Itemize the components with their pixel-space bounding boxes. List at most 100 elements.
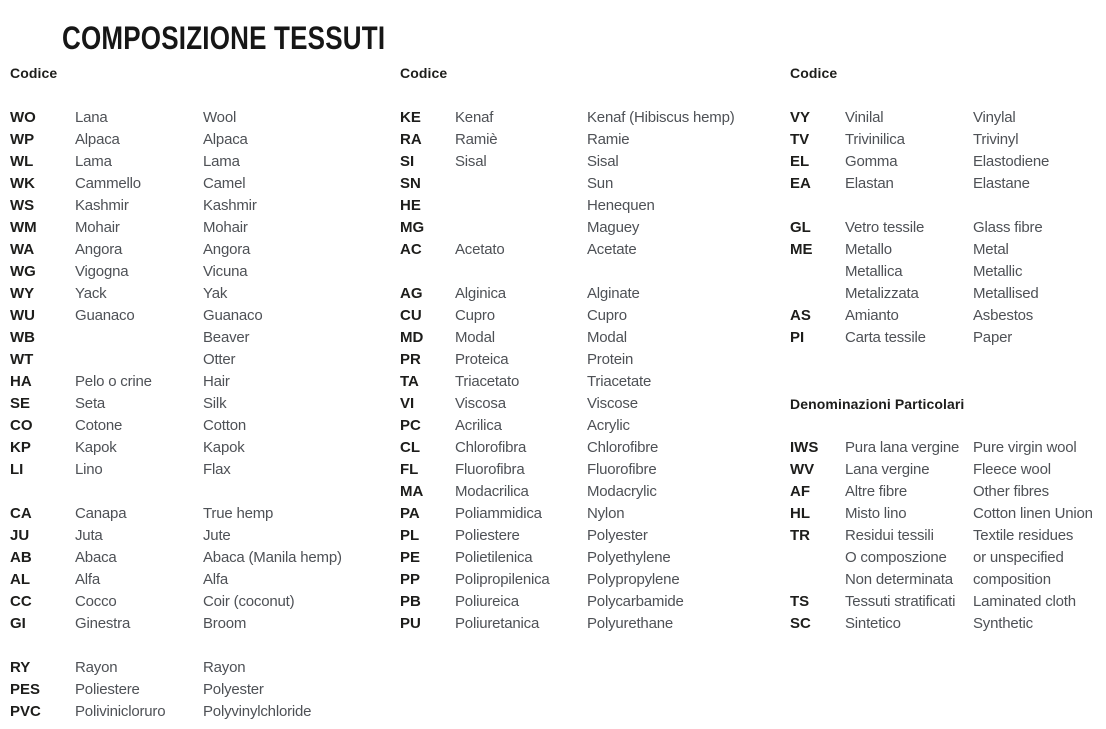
fabric-name-english: Polyester [203,681,264,698]
fabric-code-row: LI Lino Flax [10,459,392,481]
fabric-code: SC [790,615,811,632]
fabric-code: CO [10,417,33,434]
fabric-code: KP [10,439,31,456]
fabric-code: VY [790,109,811,126]
fabric-name-english: Acrylic [587,417,630,434]
fabric-name-english: True hemp [203,505,274,522]
fabric-code: HA [10,373,32,390]
fabric-name-english: Chlorofibre [587,439,659,456]
fabric-name-english: Trivinyl [973,131,1019,148]
fabric-code-row: GL Vetro tessile Glass fibre [790,217,1104,239]
fabric-name-english: Angora [203,241,251,258]
fabric-name-italian [455,217,587,239]
fabric-name-italian: Poliestere [75,681,140,698]
fabric-code-row: PL Poliestere Polyester [400,525,782,547]
fabric-code-row: WU Guanaco Guanaco [10,305,392,327]
fabric-code-row: EL Gomma Elastodiene [790,151,1104,173]
fabric-name-italian: Non determinata [845,571,953,588]
fabric-name-italian: Lama [75,153,112,170]
fabric-name-english: Pure virgin wool [973,439,1077,456]
fabric-name-english: Vicuna [203,263,248,280]
fabric-code: PR [400,351,421,368]
fabric-code-row: PU Poliuretanica Polyurethane [400,613,782,635]
fabric-name-italian: Sisal [455,153,487,170]
code-column-1: Codice WO Lana Wool WP Alpaca Alpaca WL Lama Lama… [10,66,392,723]
fabric-name-english: Yak [203,285,228,302]
fabric-code-row: AS Amianto Asbestos [790,305,1104,327]
fabric-name-english: Jute [203,527,231,544]
fabric-code: SI [400,153,415,170]
fabric-code: WY [10,285,35,302]
fabric-code: PI [790,329,805,346]
fabric-name-english: Mohair [203,219,248,236]
fabric-name-english: Asbestos [973,307,1034,324]
fabric-code: AC [400,241,422,258]
fabric-code: WA [10,241,35,258]
column-header-codice: Codice [790,65,838,81]
fabric-name-italian: Guanaco [75,307,135,324]
fabric-code-row: CC Cocco Coir (coconut) [10,591,392,613]
fabric-name-italian: Elastan [845,175,894,192]
fabric-name-italian: Modacrilica [455,483,529,500]
fabric-code: MD [400,329,424,346]
fabric-name-english: Alpaca [203,131,248,148]
fabric-code-row: MG Maguey [400,217,782,239]
fabric-name-italian: Angora [75,241,123,258]
row-spacer [400,261,782,283]
fabric-code-row: PE Polietilenica Polyethylene [400,547,782,569]
fabric-name-italian: Lana [75,109,108,126]
fabric-code: WV [790,461,815,478]
fabric-code: PU [400,615,421,632]
fabric-name-italian: Pelo o crine [75,373,152,390]
fabric-name-italian: Residui tessili [845,527,934,544]
fabric-code-row: WV Lana vergine Fleece wool [790,459,1104,481]
fabric-code: PES [10,681,41,698]
fabric-code: FL [400,461,419,478]
fabric-code: AG [400,285,423,302]
fabric-code-row: WB Beaver [10,327,392,349]
fabric-name-english: Sun [587,175,614,192]
fabric-code: PA [400,505,420,522]
fabric-name-english: Cotton [203,417,246,434]
fabric-code-row: SN Sun [400,173,782,195]
fabric-code: WU [10,307,35,324]
fabric-name-english: Paper [973,329,1013,346]
fabric-code: PP [400,571,421,588]
fabric-name-italian: O composzione [845,549,947,566]
fabric-name-english: Polypropylene [587,571,680,588]
fabric-name-italian: Alfa [75,571,101,588]
fabric-name-italian: Sintetico [845,615,901,632]
fabric-code: WM [10,219,37,236]
fabric-code: KE [400,109,421,126]
fabric-code-row: Non determinata composition [790,569,1104,591]
fabric-name-italian: Polietilenica [455,549,533,566]
fabric-name-italian: Abaca [75,549,117,566]
fabric-code-row: WY Yack Yak [10,283,392,305]
fabric-code-row: WS Kashmir Kashmir [10,195,392,217]
fabric-code: MG [400,219,425,236]
fabric-code: LI [10,461,24,478]
fabric-name-italian: Lino [75,461,103,478]
fabric-code-row: MA Modacrilica Modacrylic [400,481,782,503]
fabric-code: IWS [790,439,819,456]
fabric-name-italian: Cotone [75,417,123,434]
fabric-code: RY [10,659,31,676]
fabric-code-row: PB Poliureica Polycarbamide [400,591,782,613]
fabric-code: WP [10,131,35,148]
fabric-code-row: CA Canapa True hemp [10,503,392,525]
fabric-code: TA [400,373,419,390]
fabric-name-english: Polyethylene [587,549,671,566]
fabric-code: CC [10,593,32,610]
fabric-name-english: Broom [203,615,247,632]
fabric-name-italian: Cocco [75,593,117,610]
fabric-name-english: Modacrylic [587,483,657,500]
fabric-name-english: Polyester [587,527,648,544]
fabric-code: WL [10,153,34,170]
fabric-code-row: WM Mohair Mohair [10,217,392,239]
fabric-name-italian: Tessuti stratificati [845,593,956,610]
fabric-name-italian: Ramiè [455,131,498,148]
fabric-name-english: Abaca (Manila hemp) [203,549,342,566]
fabric-name-english: Glass fibre [973,219,1043,236]
fabric-code-row: ME Metallo Metal [790,239,1104,261]
fabric-code-row: PR Proteica Protein [400,349,782,371]
